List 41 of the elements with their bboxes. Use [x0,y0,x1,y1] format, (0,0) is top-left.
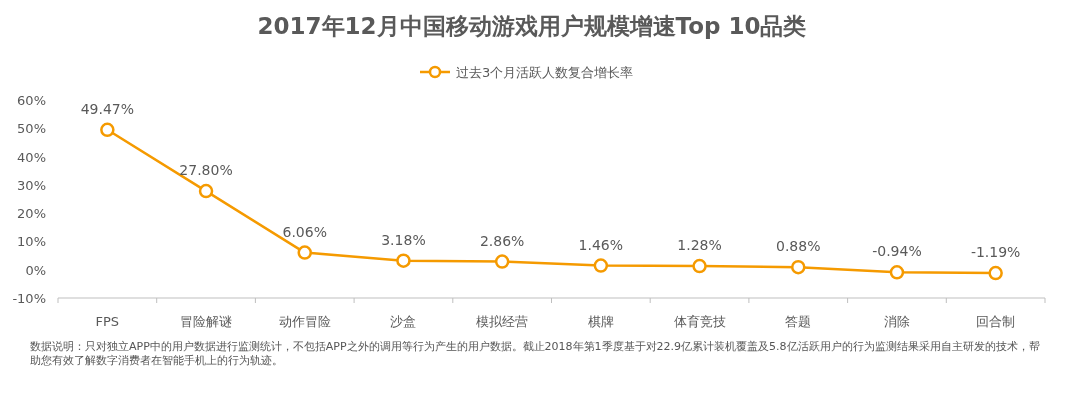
text: 49.47% [80,100,135,117]
point [494,254,510,269]
text: 6.06% [282,223,327,240]
point [198,183,214,199]
y-tick-label: 20% [17,206,46,222]
point [988,265,1003,281]
chart-title: 2017年12月中国移动游戏用户规模增速Top 10品类 [257,13,807,39]
text: 1.28% [677,237,722,254]
point [396,253,411,268]
text: -0.94% [872,243,922,260]
point [593,258,609,273]
x-tick-label: 模拟经营 [476,314,529,329]
x-tick-label: 答题 [785,314,812,329]
x-tick-label: 冒险解谜 [180,314,233,329]
x-tick-label: 回合制 [976,314,1016,329]
text: 1.46% [578,236,624,253]
text: 3.18% [381,231,426,248]
x-tick-label: 体育竞技 [673,314,726,329]
y-tick-label: 40% [17,149,46,165]
y-tick-label: 0% [25,262,46,278]
x-tick-label: 动作冒险 [278,314,331,329]
text: 数据说明：只对独立APP中的用户数据进行监测统计，不包括APP之外的调用等行为产生的用户数据。截止2018年第1季度基于对22.9亿累计装机覆盖及5.8亿活跃用户的行为监测结果采用自主研发的技术，帮助您有效了解数字消费者在智能手机上的行为轨迹。 [30,340,1040,368]
point [692,258,707,274]
text: 2.86% [479,232,525,249]
point [297,245,312,260]
y-tick-label: 30% [17,177,46,193]
text: -1.19% [970,244,1021,261]
legend-label: 过去3个月活跃人数复合增长率 [456,65,634,80]
y-tick-label: 60% [17,93,46,108]
text: 0.88% [776,238,821,255]
x-tick-label: 沙盒 [390,314,417,329]
point [889,265,905,280]
point [100,122,115,138]
text: 27.80% [179,162,233,179]
point [791,259,806,275]
x-tick-label: 消除 [883,314,910,329]
x-tick-label: 棋牌 [587,314,614,329]
y-tick-label: -10% [12,291,46,306]
y-tick-label: 10% [17,234,46,250]
x-tick-label: FPS [95,314,120,329]
y-tick-label: 50% [17,121,46,137]
